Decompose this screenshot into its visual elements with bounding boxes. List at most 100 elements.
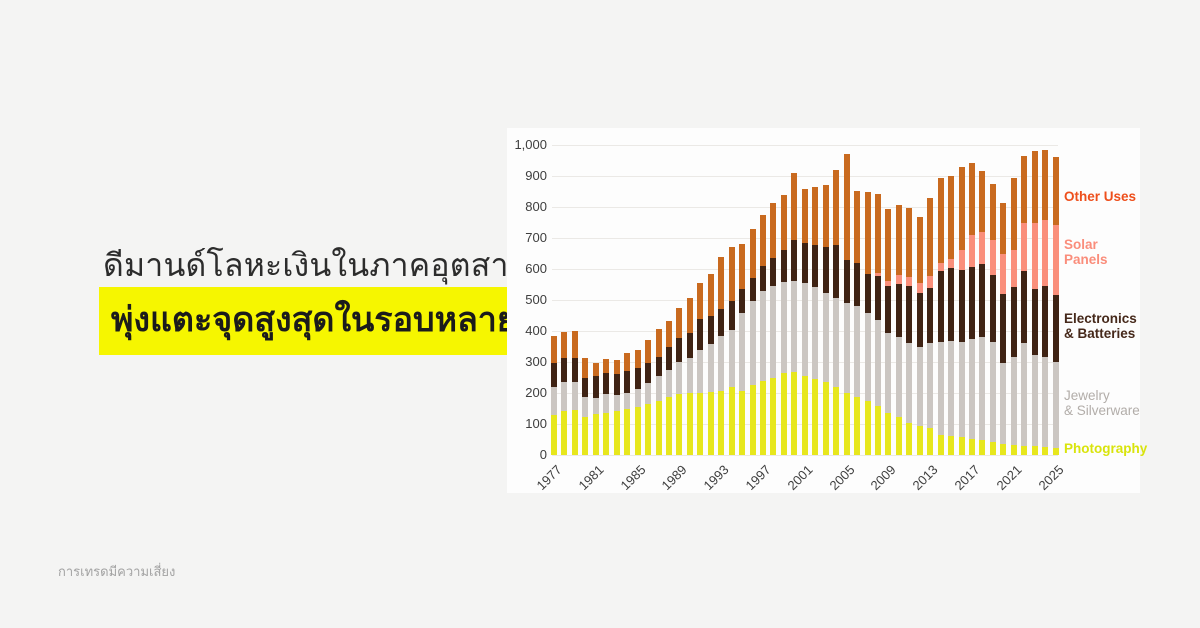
bar-segment-jewelry-silverware bbox=[770, 286, 777, 378]
bar-1991 bbox=[697, 282, 704, 455]
bar-segment-jewelry-silverware bbox=[686, 358, 693, 394]
bar-segment-other-uses bbox=[780, 194, 787, 251]
bar-segment-photography bbox=[937, 434, 944, 455]
bar-segment-solar-panels bbox=[937, 263, 944, 271]
bar-segment-other-uses bbox=[937, 178, 944, 264]
bar-2019 bbox=[989, 184, 996, 455]
bar-segment-jewelry-silverware bbox=[645, 383, 652, 404]
bar-segment-jewelry-silverware bbox=[1042, 356, 1049, 447]
bar-segment-other-uses bbox=[958, 167, 965, 251]
bar-segment-solar-panels bbox=[979, 231, 986, 265]
bar-2017 bbox=[969, 163, 975, 455]
legend-label-line: Jewelry bbox=[1064, 388, 1110, 403]
bar-segment-jewelry-silverware bbox=[864, 312, 871, 401]
bar-segment-other-uses bbox=[969, 163, 975, 235]
bar-segment-other-uses bbox=[655, 329, 662, 357]
bar-segment-other-uses bbox=[571, 331, 578, 358]
bar-1983 bbox=[613, 360, 620, 455]
bar-1997 bbox=[760, 215, 766, 455]
bar-segment-electronics-batteries bbox=[906, 286, 913, 343]
bar-segment-other-uses bbox=[739, 244, 746, 290]
y-axis-label: 700 bbox=[525, 230, 547, 245]
bar-segment-photography bbox=[718, 391, 725, 455]
bar-segment-other-uses bbox=[948, 175, 955, 260]
bar-segment-other-uses bbox=[854, 190, 861, 263]
y-axis-label: 600 bbox=[525, 261, 547, 276]
bar-segment-jewelry-silverware bbox=[676, 361, 683, 394]
bar-segment-solar-panels bbox=[1010, 250, 1017, 287]
bar-segment-other-uses bbox=[697, 282, 704, 320]
bar-segment-jewelry-silverware bbox=[885, 333, 892, 413]
gridline bbox=[552, 145, 1058, 146]
bar-segment-other-uses bbox=[895, 204, 902, 275]
bar-segment-other-uses bbox=[603, 359, 610, 374]
bar-segment-electronics-batteries bbox=[603, 373, 610, 395]
bar-segment-jewelry-silverware bbox=[927, 342, 934, 429]
bar-segment-photography bbox=[895, 417, 902, 455]
bar-segment-photography bbox=[948, 436, 955, 455]
bar-segment-electronics-batteries bbox=[822, 247, 829, 293]
bar-segment-other-uses bbox=[833, 169, 840, 246]
bar-segment-jewelry-silverware bbox=[895, 337, 902, 418]
y-axis-label: 1,000 bbox=[514, 137, 547, 152]
bar-2025 bbox=[1052, 157, 1059, 455]
bar-segment-electronics-batteries bbox=[979, 264, 986, 338]
bar-segment-photography bbox=[1031, 446, 1038, 455]
bar-segment-electronics-batteries bbox=[916, 292, 923, 348]
bar-segment-photography bbox=[739, 390, 746, 455]
bar-segment-photography bbox=[634, 406, 641, 455]
bar-segment-jewelry-silverware bbox=[812, 287, 819, 380]
bar-1995 bbox=[739, 244, 746, 455]
bar-segment-other-uses bbox=[1000, 203, 1007, 254]
bar-segment-other-uses bbox=[1021, 155, 1028, 224]
bar-segment-electronics-batteries bbox=[874, 275, 881, 320]
legend-electronics-batteries: Electronics & Batteries bbox=[1064, 311, 1137, 341]
bar-segment-jewelry-silverware bbox=[989, 341, 996, 442]
bar-segment-other-uses bbox=[874, 193, 881, 274]
bar-segment-electronics-batteries bbox=[937, 270, 944, 342]
bar-1987 bbox=[655, 329, 662, 455]
bar-segment-photography bbox=[1042, 446, 1049, 455]
bar-segment-photography bbox=[822, 382, 829, 455]
bar-2015 bbox=[948, 175, 955, 455]
bar-segment-other-uses bbox=[624, 353, 631, 371]
bar-segment-photography bbox=[582, 416, 589, 455]
bar-segment-jewelry-silverware bbox=[791, 280, 798, 373]
bar-segment-photography bbox=[728, 386, 735, 455]
bar-segment-jewelry-silverware bbox=[1021, 343, 1028, 446]
bar-segment-jewelry-silverware bbox=[937, 341, 944, 435]
bar-segment-solar-panels bbox=[948, 259, 955, 269]
bar-segment-other-uses bbox=[613, 360, 620, 375]
bar-1978 bbox=[561, 331, 568, 455]
bar-segment-other-uses bbox=[1052, 157, 1059, 225]
bar-segment-jewelry-silverware bbox=[718, 335, 725, 392]
legend-photography: Photography bbox=[1064, 441, 1147, 456]
bar-segment-electronics-batteries bbox=[707, 316, 714, 345]
bar-segment-photography bbox=[624, 409, 631, 455]
bar-2008 bbox=[874, 193, 881, 455]
bar-segment-solar-panels bbox=[1031, 222, 1038, 289]
bar-segment-solar-panels bbox=[906, 276, 913, 287]
bar-segment-electronics-batteries bbox=[927, 288, 934, 343]
bar-segment-other-uses bbox=[1010, 178, 1017, 251]
bar-segment-photography bbox=[854, 396, 861, 455]
bar-2000 bbox=[791, 172, 798, 455]
legend-other-uses: Other Uses bbox=[1064, 189, 1136, 204]
bar-segment-photography bbox=[791, 372, 798, 455]
bar-segment-jewelry-silverware bbox=[1010, 356, 1017, 446]
bar-segment-jewelry-silverware bbox=[561, 382, 568, 411]
bar-segment-electronics-batteries bbox=[854, 262, 861, 306]
bar-segment-other-uses bbox=[718, 256, 725, 310]
bar-segment-photography bbox=[697, 393, 704, 455]
bar-segment-electronics-batteries bbox=[1010, 286, 1017, 357]
bar-segment-jewelry-silverware bbox=[739, 312, 746, 391]
legend-jewelry-silverware: Jewelry & Silverware bbox=[1064, 388, 1140, 418]
legend-label-line: Photography bbox=[1064, 441, 1148, 456]
bar-segment-electronics-batteries bbox=[697, 319, 704, 350]
bar-segment-photography bbox=[655, 400, 662, 455]
bar-segment-electronics-batteries bbox=[561, 358, 568, 383]
bar-segment-electronics-batteries bbox=[718, 309, 725, 336]
bar-segment-other-uses bbox=[822, 185, 829, 248]
bar-segment-photography bbox=[1000, 443, 1007, 455]
bar-segment-jewelry-silverware bbox=[551, 386, 557, 415]
